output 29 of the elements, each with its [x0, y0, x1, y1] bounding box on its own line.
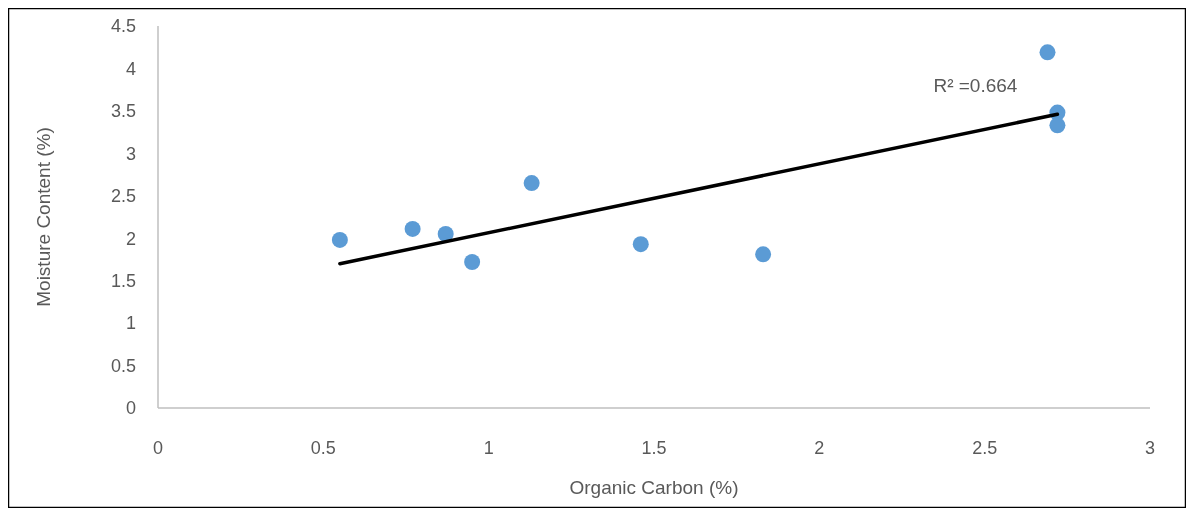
point — [331, 231, 348, 248]
point — [632, 236, 649, 253]
y-tick-label: 4 — [125, 58, 136, 79]
annotation: R² =0.664 — [933, 75, 1018, 97]
y-tick-label: 3 — [125, 143, 136, 164]
y-axis-title: Moisture Content (%) — [33, 127, 54, 307]
point — [464, 253, 481, 270]
y-tick-label: 1.5 — [110, 270, 136, 291]
point — [1049, 117, 1066, 134]
y-tick-label: 2.5 — [110, 186, 136, 207]
y-tick-label: 3.5 — [110, 101, 136, 122]
y-tick-label: 0.5 — [110, 355, 136, 376]
y-tick-label: 4.5 — [110, 16, 136, 37]
x-tick-label: 2.5 — [972, 438, 998, 458]
point — [437, 225, 454, 242]
y-tick-label: 2 — [125, 228, 136, 249]
x-tick-label: 1.5 — [641, 438, 667, 458]
point — [523, 175, 540, 192]
x-tick-label: 2 — [814, 438, 825, 458]
point — [755, 246, 772, 263]
x-tick-label: 0 — [152, 438, 164, 458]
x-tick-label: 1 — [483, 438, 494, 458]
y-tick-label: 1 — [125, 313, 136, 334]
x-tick-label: 0.5 — [310, 438, 336, 458]
x-axis-title: Organic Carbon (%) — [569, 477, 739, 498]
point — [404, 220, 421, 237]
point — [1039, 44, 1056, 61]
y-tick-label: 0 — [125, 398, 136, 419]
x-tick-label: 3 — [1144, 438, 1156, 458]
